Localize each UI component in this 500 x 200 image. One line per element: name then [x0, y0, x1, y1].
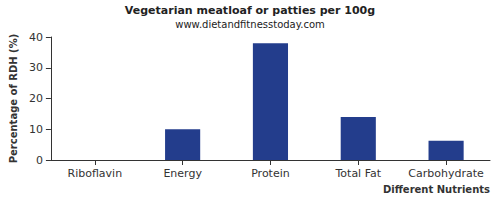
svg-text:Protein: Protein — [251, 167, 290, 180]
svg-text:30: 30 — [29, 61, 43, 74]
svg-text:0: 0 — [36, 154, 43, 167]
svg-text:Different Nutrients: Different Nutrients — [383, 184, 490, 195]
svg-text:Carbohydrate: Carbohydrate — [408, 167, 484, 180]
svg-text:Riboflavin: Riboflavin — [67, 167, 122, 180]
svg-text:Energy: Energy — [163, 167, 202, 180]
svg-text:10: 10 — [29, 123, 43, 136]
svg-text:Total Fat: Total Fat — [334, 167, 381, 180]
svg-text:www.dietandfitnesstoday.com: www.dietandfitnesstoday.com — [175, 19, 324, 30]
svg-text:20: 20 — [29, 92, 43, 105]
svg-text:Percentage of RDH (%): Percentage of RDH (%) — [8, 34, 19, 164]
svg-text:Vegetarian meatloaf or patties: Vegetarian meatloaf or patties per 100g — [125, 4, 375, 17]
svg-text:40: 40 — [29, 31, 43, 44]
